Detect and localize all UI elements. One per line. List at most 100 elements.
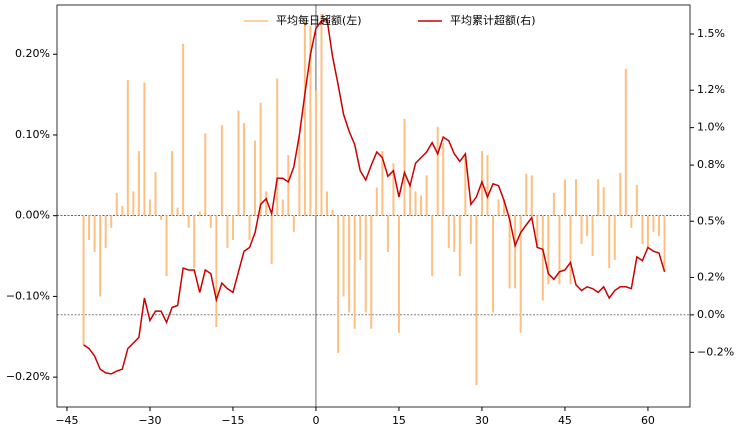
legend-label: 平均每日超额(左): [276, 13, 362, 27]
bar: [337, 215, 340, 353]
x-tick-label: −30: [138, 414, 161, 427]
bar: [569, 215, 572, 285]
bar: [243, 122, 246, 216]
bar: [381, 151, 384, 216]
bar: [624, 68, 627, 216]
bar: [536, 215, 539, 248]
bar: [154, 172, 157, 216]
bar: [525, 173, 528, 216]
bar: [254, 140, 257, 216]
x-tick-label: 15: [392, 414, 406, 427]
bar: [82, 215, 85, 345]
y2-tick-label: 0.5%: [697, 214, 725, 227]
bar: [88, 215, 91, 240]
bar: [309, 25, 312, 216]
x-tick-label: −15: [221, 414, 244, 427]
bar: [580, 215, 583, 244]
bar: [209, 215, 212, 228]
bar: [137, 151, 140, 216]
bar: [270, 215, 273, 265]
bar: [563, 179, 566, 216]
bar: [143, 82, 146, 216]
bar: [442, 143, 445, 216]
bar: [287, 155, 290, 216]
bar: [115, 193, 118, 216]
bar: [403, 118, 406, 216]
bar: [375, 187, 378, 216]
y2-tick-label: 0.8%: [697, 158, 725, 171]
bar: [281, 199, 284, 216]
y2-tick-label: 1.2%: [697, 83, 725, 96]
bar: [182, 43, 185, 216]
bar: [397, 215, 400, 333]
bar: [132, 191, 135, 216]
bar: [93, 215, 96, 253]
bar: [464, 155, 467, 216]
bar: [110, 215, 113, 228]
bar: [420, 195, 423, 216]
bar: [176, 207, 179, 216]
bar: [276, 78, 279, 216]
bar: [575, 179, 578, 216]
bar: [613, 215, 616, 261]
bar: [198, 211, 201, 216]
bar: [635, 185, 638, 216]
bar: [314, 90, 317, 216]
bar: [303, 21, 306, 216]
bar: [204, 133, 207, 216]
bar: [126, 80, 129, 216]
bar: [171, 151, 174, 216]
bar: [658, 215, 661, 236]
plot-frame: [56, 4, 691, 408]
bar: [392, 163, 395, 216]
bar: [652, 215, 655, 232]
bar: [547, 215, 550, 285]
bar: [458, 215, 461, 277]
y2-tick-label: 0.2%: [697, 270, 725, 283]
bar: [453, 215, 456, 253]
bar: [220, 125, 223, 216]
bar: [586, 215, 589, 236]
y2-tick-label: 0.0%: [697, 308, 725, 321]
x-tick-label: 60: [641, 414, 655, 427]
cumulative-line: [83, 18, 666, 375]
bar: [663, 215, 666, 273]
y-tick-label: 0.10%: [15, 128, 50, 141]
y-tick-label: −0.10%: [6, 289, 50, 302]
y-tick-label: −0.20%: [6, 370, 50, 383]
bar: [237, 110, 240, 216]
bar: [591, 215, 594, 257]
bar: [292, 215, 295, 232]
bar: [348, 215, 351, 313]
bar: [409, 183, 412, 216]
bar: [514, 215, 517, 289]
bar: [353, 215, 356, 329]
bar: [492, 215, 495, 313]
y2-tick-label: −0.2%: [697, 345, 734, 358]
x-tick-label: 30: [475, 414, 489, 427]
bar: [359, 215, 362, 261]
bar: [508, 215, 511, 289]
bar: [193, 215, 196, 269]
x-tick-label: 45: [558, 414, 572, 427]
bar: [558, 215, 561, 285]
legend-label: 平均累计超额(右): [450, 13, 536, 27]
bar: [602, 187, 605, 216]
bar: [326, 191, 329, 216]
bar: [519, 215, 522, 333]
bar: [231, 215, 234, 240]
x-tick-label: 0: [312, 414, 319, 427]
bar: [331, 210, 334, 216]
bar: [99, 215, 102, 297]
bar: [226, 215, 229, 248]
bar: [497, 199, 500, 216]
bar: [475, 215, 478, 386]
bar: [469, 215, 472, 244]
bar: [431, 215, 434, 277]
bar: [436, 126, 439, 216]
bar: [425, 175, 428, 216]
bar: [248, 215, 251, 240]
bar: [447, 215, 450, 248]
bar: [364, 215, 367, 313]
